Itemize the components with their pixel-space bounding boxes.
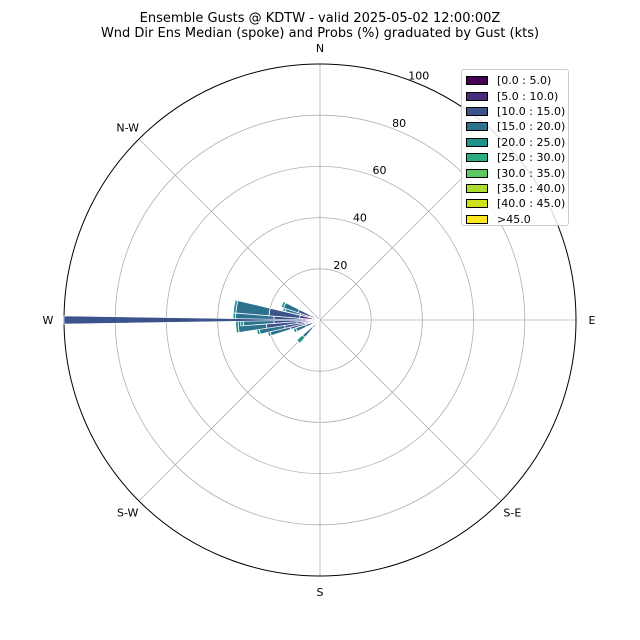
petal-segment	[235, 300, 271, 317]
chart-subtitle: Wnd Dir Ens Median (spoke) and Probs (%)…	[100, 26, 540, 41]
legend-item: [0.0 : 5.0)	[466, 73, 568, 88]
petal-segment	[296, 334, 306, 344]
legend-swatch	[466, 168, 488, 178]
legend-item: [20.0 : 25.0)	[466, 135, 568, 150]
legend-swatch	[466, 122, 488, 132]
legend-swatch	[466, 137, 488, 147]
legend-label: [5.0 : 10.0)	[497, 89, 559, 103]
median-spoke	[63, 315, 321, 325]
direction-label: S	[317, 586, 324, 599]
legend-swatch	[466, 91, 488, 101]
legend-label: [35.0 : 40.0)	[497, 181, 566, 195]
legend-label: [20.0 : 25.0)	[497, 135, 566, 149]
legend-swatch	[466, 153, 488, 163]
radial-tick-label: 60	[373, 164, 387, 177]
legend-swatch	[466, 214, 488, 224]
legend-item: [15.0 : 20.0)	[466, 119, 568, 134]
legend-label: >45.0	[497, 212, 531, 226]
legend-label: [40.0 : 45.0)	[497, 197, 566, 211]
radial-tick-label: 40	[353, 212, 367, 225]
legend-item: [10.0 : 15.0)	[466, 104, 568, 119]
legend: [0.0 : 5.0) [5.0 : 10.0) [10.0 : 15.0) [15.…	[461, 69, 569, 226]
petal-segment	[280, 300, 287, 309]
grid-spoke	[319, 319, 502, 502]
legend-item: [5.0 : 10.0)	[466, 88, 568, 103]
legend-swatch	[466, 183, 488, 193]
radial-tick-label: 100	[408, 70, 429, 83]
petal-segment	[232, 299, 239, 314]
legend-item: >45.0	[466, 212, 568, 227]
legend-item: [35.0 : 40.0)	[466, 181, 568, 196]
legend-label: [10.0 : 15.0)	[497, 104, 566, 118]
direction-label: S-E	[503, 506, 521, 519]
legend-item: [25.0 : 30.0)	[466, 150, 568, 165]
chart-title: Ensemble Gusts @ KDTW - valid 2025-05-02…	[139, 11, 501, 26]
legend-swatch	[466, 199, 488, 209]
grid-spoke	[138, 138, 321, 321]
direction-label: N-W	[116, 122, 139, 135]
legend-label: [0.0 : 5.0)	[497, 74, 552, 88]
median-spoke-bar	[63, 315, 321, 325]
radial-tick-label: 80	[392, 117, 406, 130]
legend-swatch	[466, 106, 488, 116]
direction-label: S-W	[117, 506, 139, 519]
legend-label: [30.0 : 35.0)	[497, 166, 566, 180]
radial-tick-label: 20	[333, 259, 347, 272]
direction-label: N	[316, 42, 324, 55]
legend-item: [40.0 : 45.0)	[466, 196, 568, 211]
grid-spoke	[138, 319, 321, 502]
legend-label: [25.0 : 30.0)	[497, 151, 566, 165]
legend-swatch	[466, 76, 488, 86]
axis-labels: 20 40 60 80 100 N E S-E S S-W W N-W	[43, 42, 596, 599]
legend-item: [30.0 : 35.0)	[466, 165, 568, 180]
legend-label: [15.0 : 20.0)	[497, 120, 566, 134]
direction-label: E	[589, 314, 596, 327]
direction-label: W	[43, 314, 54, 327]
petals	[232, 299, 321, 344]
